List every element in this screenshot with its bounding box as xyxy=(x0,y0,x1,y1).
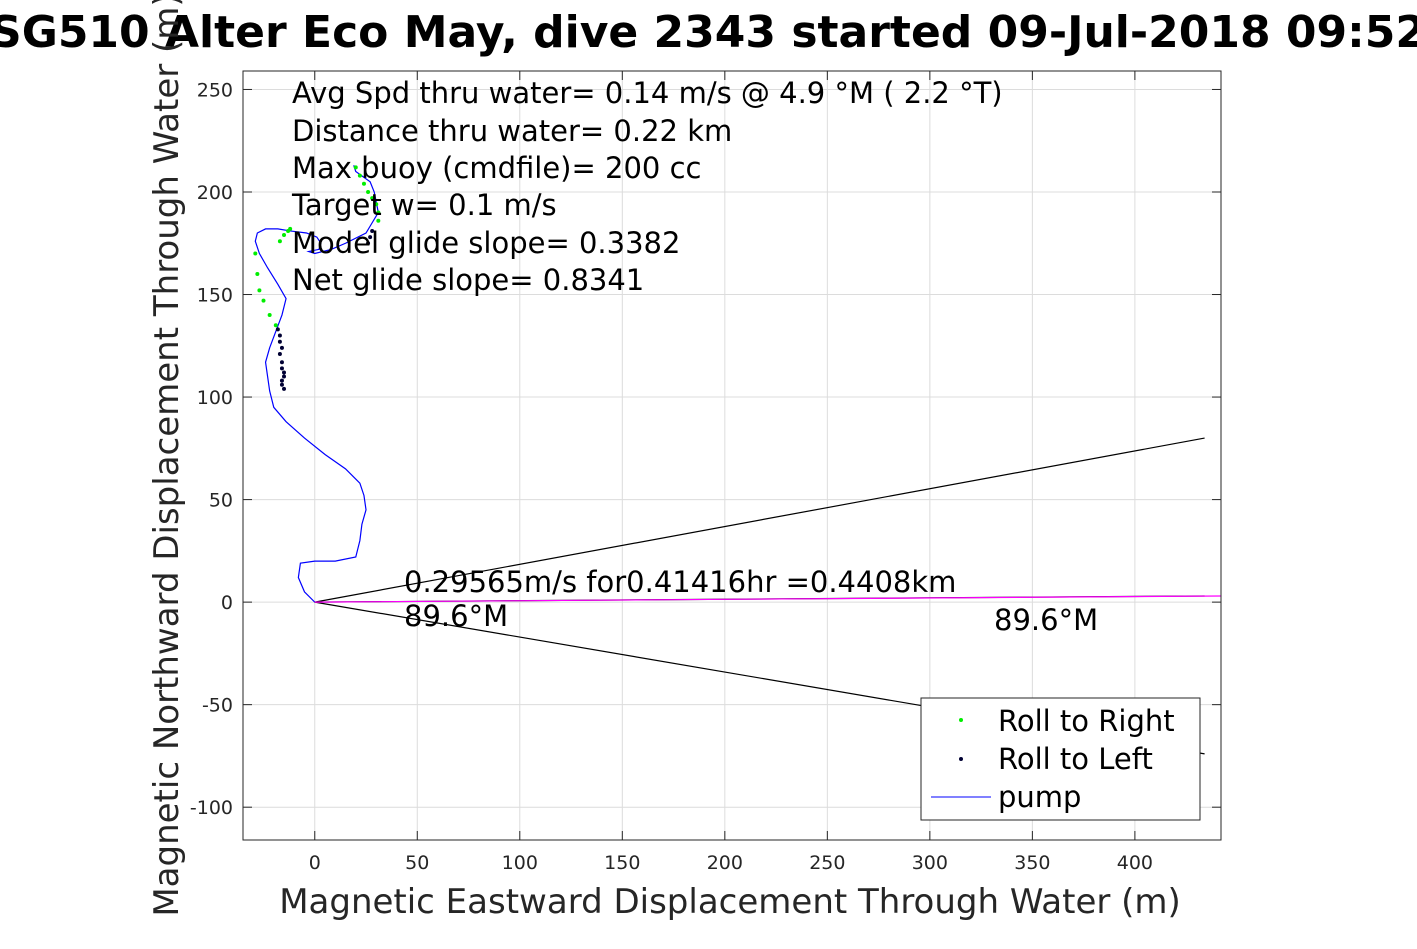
roll-right-point xyxy=(255,272,260,277)
roll-right-point xyxy=(282,233,287,238)
ticks: 0 50 100 150 200 250 300 350 400 -100 -50 0 50 100 150… xyxy=(190,71,1221,874)
x-tick-label: 200 xyxy=(707,852,743,874)
roll-left-point xyxy=(279,378,284,383)
chart-title: SG510 Alter Eco May, dive 2343 started 0… xyxy=(0,7,1417,58)
legend-label-roll-right: Roll to Right xyxy=(998,704,1175,738)
roll-right-point xyxy=(357,173,362,178)
roll-right-point xyxy=(277,239,282,244)
y-tick-label: 0 xyxy=(221,592,233,614)
x-tick-label: 150 xyxy=(604,852,640,874)
roll-left-point xyxy=(279,360,284,365)
roll-left-point xyxy=(282,374,287,379)
x-tick-label: 350 xyxy=(1014,852,1050,874)
roll-right-point xyxy=(273,323,278,328)
heading-annotation-far: 89.6°M xyxy=(994,603,1098,637)
y-tick-label: -50 xyxy=(202,695,233,717)
roll-left-point xyxy=(277,351,282,356)
x-tick-label: 50 xyxy=(405,852,429,874)
roll-right-point xyxy=(366,189,371,194)
legend-marker-roll-left xyxy=(959,757,963,761)
y-tick-label: 200 xyxy=(197,182,233,204)
roll-right-point xyxy=(376,210,381,215)
roll-right-point xyxy=(267,313,272,318)
roll-right-point xyxy=(370,196,375,201)
roll-left-point xyxy=(277,339,282,344)
roll-left-point xyxy=(370,228,375,233)
y-tick-label: 150 xyxy=(197,285,233,307)
roll-left-point xyxy=(279,382,284,387)
legend-label-roll-left: Roll to Left xyxy=(998,742,1153,776)
y-tick-label: -100 xyxy=(190,797,233,819)
roll-right-point xyxy=(361,181,366,186)
x-tick-label: 0 xyxy=(309,852,321,874)
y-tick-label: 50 xyxy=(209,490,233,512)
x-axis-label: Magnetic Eastward Displacement Through W… xyxy=(279,882,1181,922)
stat-max-buoy: Max buoy (cmdfile)= 200 cc xyxy=(292,151,701,185)
y-tick-label: 250 xyxy=(197,79,233,101)
roll-left-point xyxy=(275,327,280,332)
roll-left-point xyxy=(282,370,287,375)
y-axis-label: Magnetic Northward Displacement Through … xyxy=(147,0,187,917)
roll-left-point xyxy=(368,235,373,240)
heading-annotation-near: 89.6°M xyxy=(404,599,508,633)
roll-right-point xyxy=(288,226,293,231)
roll-right-point xyxy=(261,298,266,303)
roll-left-point xyxy=(279,366,284,371)
roll-right-point xyxy=(257,288,262,293)
pump-track-line xyxy=(254,165,379,603)
y-tick-label: 100 xyxy=(197,387,233,409)
x-tick-label: 400 xyxy=(1117,852,1153,874)
stat-distance: Distance thru water= 0.22 km xyxy=(292,114,732,148)
roll-right-point xyxy=(353,165,358,170)
series-layer xyxy=(253,165,1221,603)
roll-left-point xyxy=(366,241,371,246)
roll-right-point xyxy=(253,251,258,256)
current-annotation: 0.29565m/s for0.41416hr =0.4408km xyxy=(404,565,956,599)
stats-annotation: Avg Spd thru water= 0.14 m/s @ 4.9 °M ( … xyxy=(291,76,1003,297)
roll-right-point xyxy=(376,218,381,223)
roll-left-point xyxy=(277,333,282,338)
legend-label-pump: pump xyxy=(998,780,1081,814)
stat-avg-speed: Avg Spd thru water= 0.14 m/s @ 4.9 °M ( … xyxy=(292,76,1003,110)
legend-box xyxy=(920,697,1201,821)
roll-left-point xyxy=(282,386,287,391)
roll-right-point xyxy=(374,202,379,207)
x-tick-label: 100 xyxy=(502,852,538,874)
stat-net-glide: Net glide slope= 0.8341 xyxy=(292,263,644,297)
stat-model-glide: Model glide slope= 0.3382 xyxy=(292,226,680,260)
legend: Roll to Right Roll to Left pump xyxy=(920,697,1201,821)
x-tick-label: 250 xyxy=(809,852,845,874)
reference-line xyxy=(314,437,1205,603)
stat-target-w: Target w= 0.1 m/s xyxy=(291,188,557,222)
current-line xyxy=(314,595,1221,603)
roll-left-point xyxy=(279,345,284,350)
plot-frame xyxy=(242,70,1222,841)
legend-marker-roll-right xyxy=(959,718,963,722)
x-tick-label: 300 xyxy=(912,852,948,874)
